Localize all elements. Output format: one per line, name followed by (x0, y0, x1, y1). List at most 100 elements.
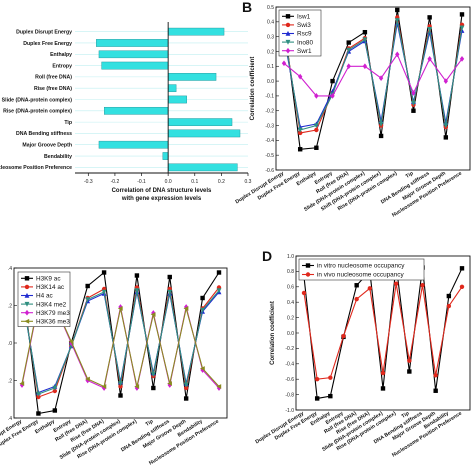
category-label: DNA Bending stiffness (16, 131, 72, 137)
panel-letter: D (262, 248, 272, 264)
data-point (297, 73, 303, 80)
legend-marker (285, 47, 291, 54)
data-point (330, 93, 335, 99)
data-point (380, 386, 386, 391)
data-point (19, 381, 25, 386)
y-tick-label: -1.0 (285, 408, 294, 414)
x-tick-label: 0.1 (191, 179, 198, 185)
category-label: Rise (DNA-protein complex) (3, 109, 72, 115)
data-point (36, 394, 41, 400)
panel-a: Duplex Disrupt Energy Duplex Free Energy E… (0, 22, 252, 202)
category-label: Duplex Free Energy (23, 41, 72, 47)
series-line (283, 20, 463, 131)
data-point (183, 382, 189, 388)
y-tick-label: -0.1 (265, 94, 274, 100)
data-point (199, 366, 205, 371)
data-point (393, 281, 399, 286)
data-point (378, 133, 384, 139)
data-point (52, 385, 58, 391)
data-point (301, 290, 307, 296)
data-point (346, 63, 351, 70)
data-point (216, 270, 222, 275)
legend-marker (285, 22, 291, 28)
category-label: Enthalpy (50, 52, 72, 58)
category-label: Duplex Disrupt Energy (16, 29, 72, 35)
x-category-label: Tip (145, 419, 155, 428)
data-point (85, 297, 91, 303)
data-point (341, 333, 346, 339)
x-axis-label: Correlation of DNA structure levels (112, 188, 212, 194)
y-tick-label: 0.4 (267, 20, 274, 26)
y-tick-label: 0.6 (287, 285, 294, 291)
data-point (297, 127, 303, 133)
data-point (446, 303, 452, 309)
data-point (378, 121, 384, 127)
data-point (459, 284, 465, 289)
data-point (407, 358, 412, 363)
data-point (427, 56, 432, 62)
bar (162, 152, 169, 160)
legend-label: H3K36 me3 (36, 319, 70, 326)
data-point (118, 381, 123, 387)
data-point (411, 101, 416, 106)
bar (167, 95, 187, 104)
bar (98, 140, 169, 149)
legend-label: H3K14 ac (36, 284, 65, 291)
data-point (167, 289, 173, 295)
bar (104, 106, 169, 115)
data-point (328, 393, 333, 399)
data-point (314, 145, 319, 150)
bar (98, 50, 169, 59)
y-tick-label: -0.6 (265, 168, 274, 174)
series-line (283, 53, 463, 97)
x-category-label: Tip (405, 171, 415, 180)
y-tick-label: .2 (8, 378, 12, 384)
data-point (313, 123, 319, 129)
data-point (216, 384, 222, 389)
legend-label: Rsc9 (297, 31, 312, 38)
y-tick-label: 0.5 (267, 5, 274, 11)
data-point (150, 312, 156, 317)
y-tick-label: 0.1 (267, 64, 274, 70)
data-point (118, 393, 123, 398)
data-point (433, 373, 438, 378)
bar (167, 27, 225, 36)
data-point (443, 123, 449, 129)
data-point (362, 29, 368, 35)
y-tick-label: -0.6 (285, 377, 294, 383)
bar (96, 39, 169, 47)
legend-label: H4 ac (36, 293, 53, 300)
legend-label: in vitro nucleosome occupancy (317, 263, 405, 270)
data-point (151, 385, 156, 391)
data-point (459, 25, 465, 31)
category-label: Bendability (44, 154, 72, 160)
legend-label: H3K79 me3 (36, 310, 70, 317)
legend-marker (24, 301, 30, 307)
legend-label: H3K9 ac (36, 276, 61, 283)
category-label: Roll (free DNA) (35, 75, 72, 81)
data-point (183, 306, 189, 311)
data-point (395, 7, 400, 13)
data-point (85, 283, 90, 289)
data-point (394, 18, 400, 23)
data-point (183, 396, 189, 401)
category-label: Slide (DNA-protein complex) (2, 97, 73, 103)
data-point (378, 75, 384, 81)
legend-label: Isw1 (297, 14, 311, 21)
legend-marker (285, 30, 291, 36)
data-point (216, 385, 222, 391)
x-tick-label: 0.2 (218, 179, 225, 185)
x-tick-label: 0.0 (165, 179, 172, 185)
category-label: Nucleosome Position Preference (0, 165, 72, 171)
data-point (362, 37, 368, 43)
legend-label: Swi3 (297, 22, 311, 29)
y-tick-label: -0.8 (285, 392, 294, 398)
legend-marker (285, 39, 291, 45)
data-point (380, 370, 386, 376)
y-tick-label: -0.2 (265, 109, 274, 115)
y-tick-label: 0.0 (287, 331, 294, 337)
data-point (101, 289, 107, 295)
category-label: Tip (64, 120, 72, 126)
data-point (314, 93, 319, 99)
